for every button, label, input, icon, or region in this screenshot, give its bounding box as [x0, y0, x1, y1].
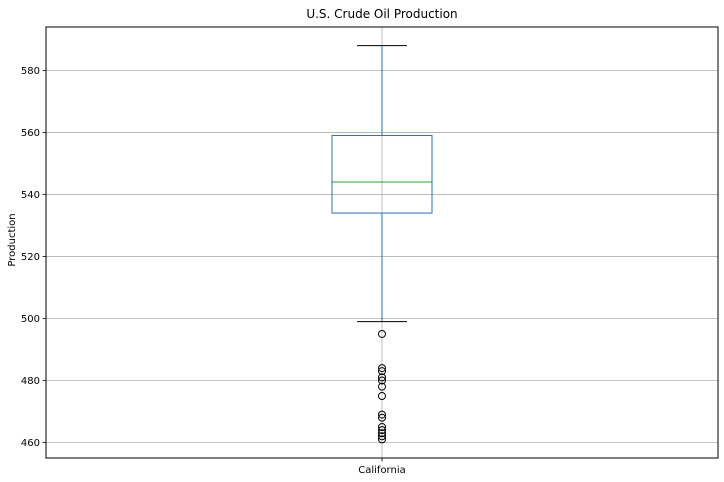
outlier-point	[378, 382, 386, 391]
y-axis-ticks: 460 480 500 520 540 560 580	[21, 66, 46, 449]
plot-area-frame	[45, 26, 719, 459]
outlier-point	[378, 367, 386, 376]
outlier-point	[378, 435, 386, 444]
y-tick-label: 500	[21, 314, 40, 325]
y-axis-label: Production	[7, 213, 18, 266]
x-axis-ticks: California	[358, 458, 406, 476]
y-tick-label: 560	[21, 128, 40, 139]
y-tick-label: 520	[21, 252, 40, 263]
outlier-point	[378, 364, 386, 373]
chart-title: U.S. Crude Oil Production	[306, 7, 457, 21]
box-elements	[331, 45, 433, 444]
outlier-point	[378, 413, 386, 422]
outlier-point	[378, 422, 386, 431]
y-tick-label: 540	[21, 190, 40, 201]
outlier-point	[378, 432, 386, 441]
outlier-point	[378, 426, 386, 435]
outlier-point	[378, 391, 386, 400]
outlier-point	[378, 329, 386, 338]
outlier-point	[378, 410, 386, 419]
y-tick-label: 480	[21, 376, 40, 387]
outlier-point	[378, 376, 386, 385]
interquartile-box	[331, 135, 433, 214]
x-tick-label: California	[358, 465, 406, 476]
y-tick-label: 460	[21, 438, 40, 449]
outlier-point	[378, 429, 386, 438]
y-tick-label: 580	[21, 66, 40, 77]
outlier-point	[378, 373, 386, 382]
